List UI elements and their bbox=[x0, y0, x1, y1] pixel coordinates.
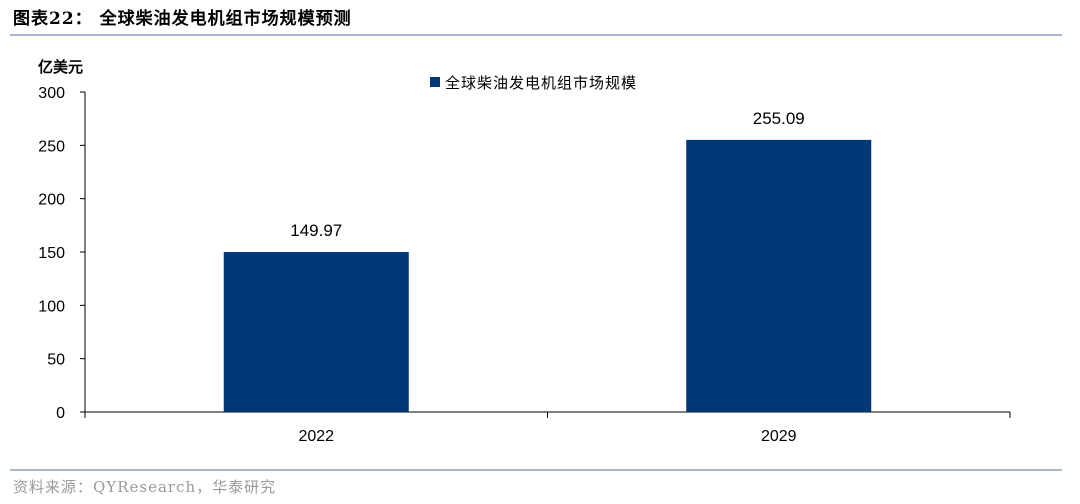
bars bbox=[223, 139, 872, 413]
bar-2022 bbox=[223, 252, 409, 412]
legend-swatch bbox=[430, 77, 440, 87]
y-tick-label: 100 bbox=[38, 298, 65, 315]
figure-title: 图表22： 全球柴油发电机组市场规模预测 bbox=[13, 9, 352, 29]
bar-2029 bbox=[686, 139, 872, 413]
x-axis: 2022 2029 bbox=[84, 411, 1011, 445]
y-tick-label: 200 bbox=[38, 192, 65, 209]
y-axis-unit-label: 亿美元 bbox=[38, 58, 83, 76]
data-label: 149.97 bbox=[290, 221, 342, 240]
title-divider bbox=[10, 34, 1062, 36]
legend-label: 全球柴油发电机组市场规模 bbox=[445, 74, 637, 92]
y-tick-label: 250 bbox=[38, 138, 65, 155]
data-label: 255.09 bbox=[753, 109, 805, 128]
data-labels: 149.97 255.09 bbox=[290, 109, 805, 240]
y-axis: 0 50 100 150 200 250 300 bbox=[38, 85, 86, 422]
y-tick-label: 150 bbox=[38, 245, 65, 262]
y-tick-label: 300 bbox=[38, 85, 65, 102]
footer-divider bbox=[10, 469, 1062, 471]
chart: 亿美元 全球柴油发电机组市场规模 0 50 100 150 200 250 300 2022… bbox=[38, 58, 1011, 445]
source-note: 资料来源：QYResearch，华泰研究 bbox=[13, 478, 277, 496]
x-tick-label: 2029 bbox=[761, 428, 797, 445]
y-tick-label: 0 bbox=[56, 405, 65, 422]
y-tick-label: 50 bbox=[47, 352, 65, 369]
legend: 全球柴油发电机组市场规模 bbox=[430, 74, 637, 92]
x-tick-label: 2022 bbox=[298, 428, 334, 445]
